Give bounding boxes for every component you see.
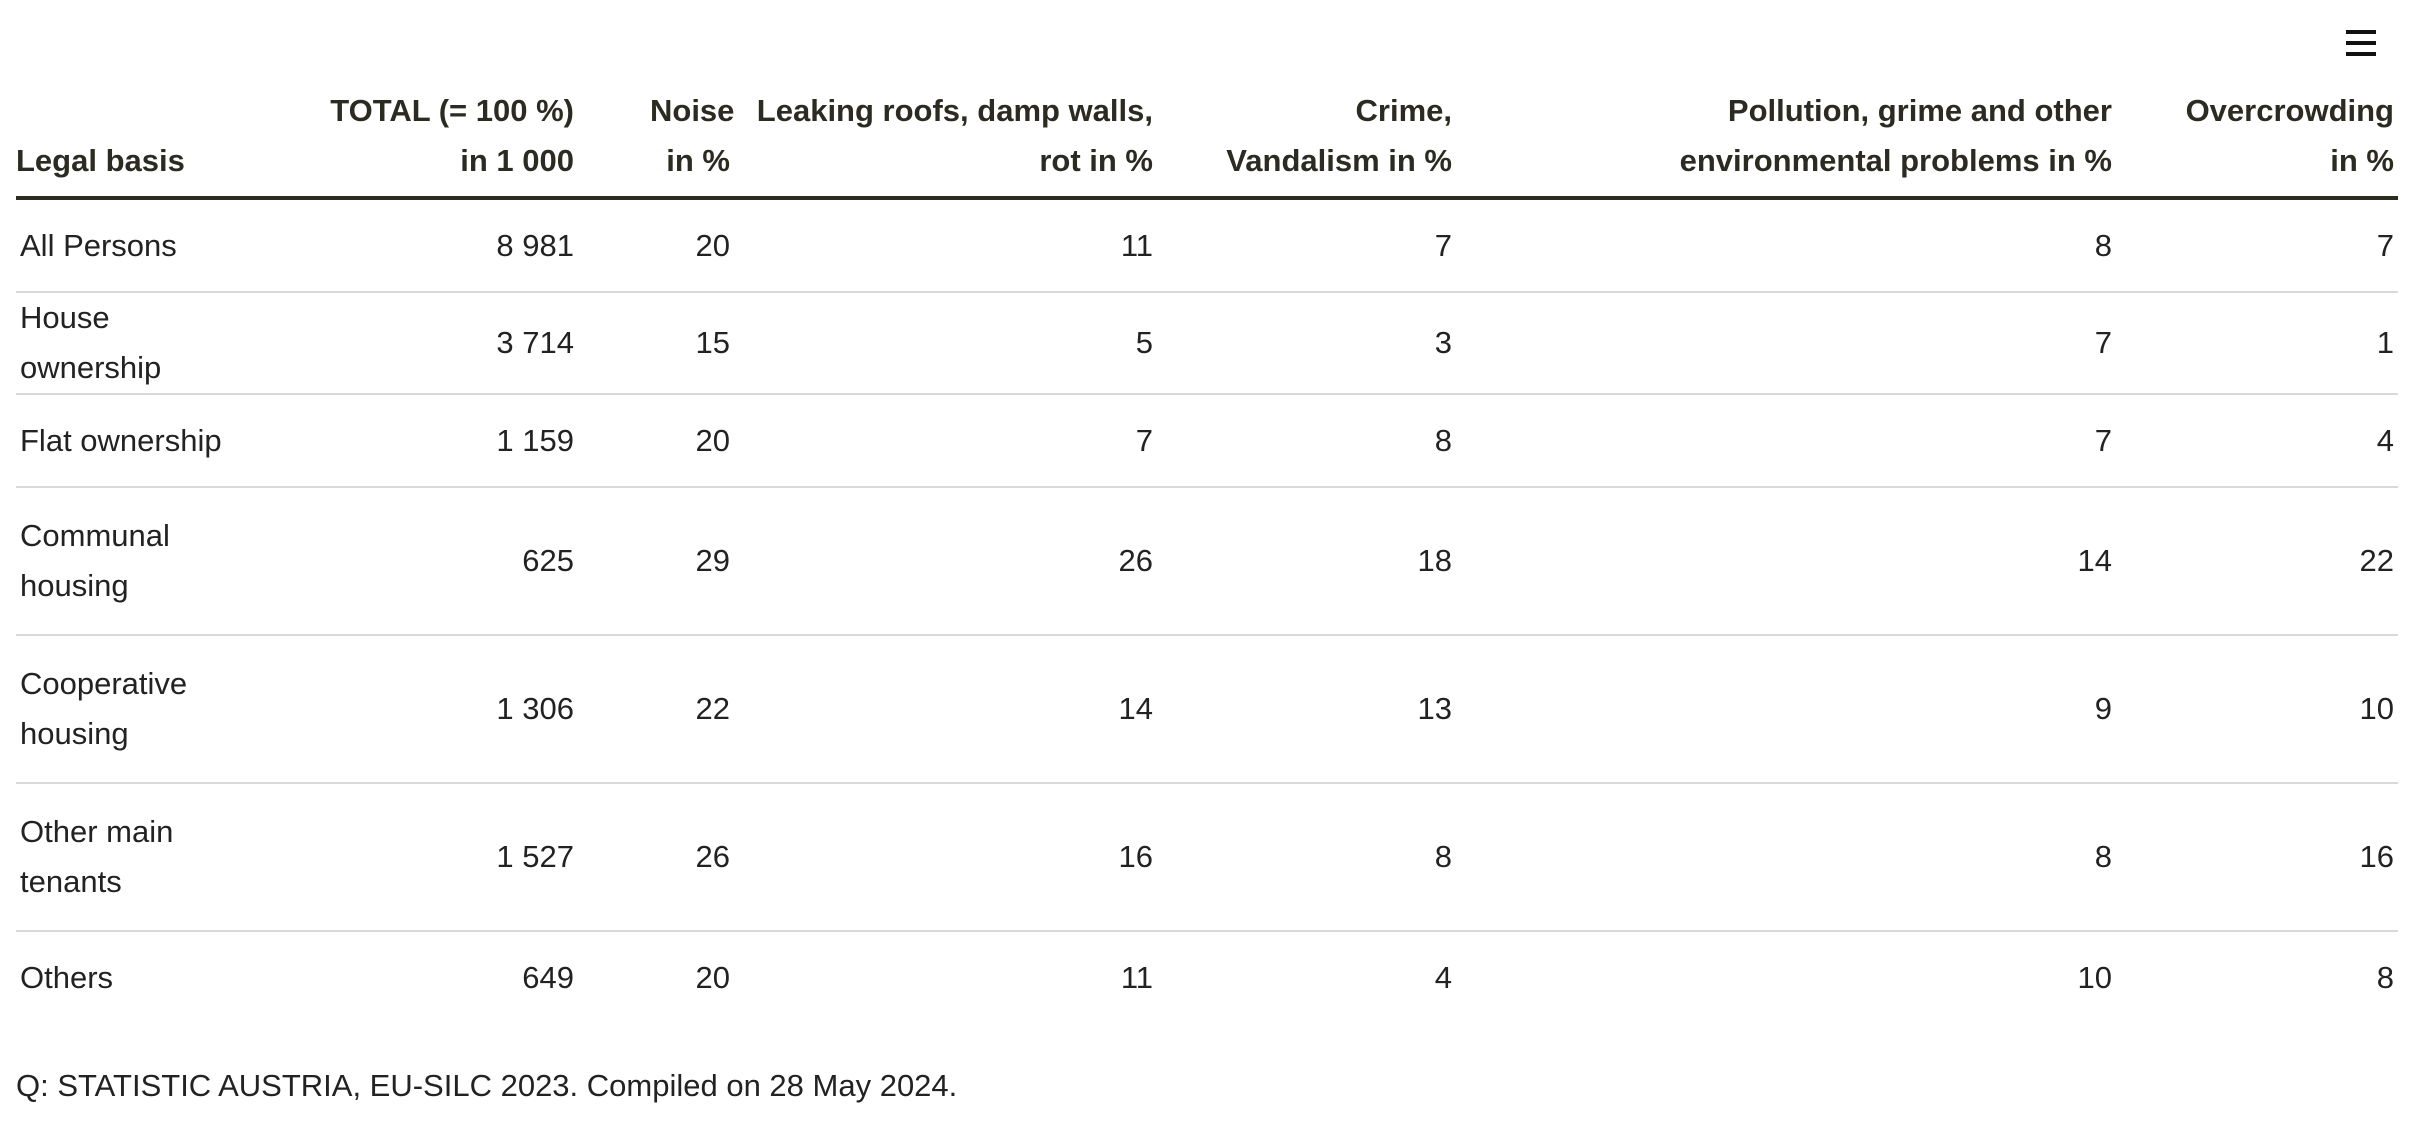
table-cell: 7 <box>730 394 1153 488</box>
menu-button[interactable] <box>2336 22 2386 64</box>
row-label: House ownership <box>16 292 278 395</box>
column-header[interactable]: Noise in % <box>574 86 734 200</box>
table-cell: 4 <box>2112 394 2398 488</box>
table-cell: 29 <box>574 487 730 636</box>
row-label-text: Cooperative housing <box>20 666 188 751</box>
column-header[interactable]: Leaking roofs, damp walls, rot in % <box>730 86 1153 200</box>
table-row: Other main tenants 1 527 26 16 8 8 16 <box>16 783 2398 932</box>
column-header[interactable]: TOTAL (= 100 %) in 1 000 <box>278 86 574 200</box>
row-label-text: Communal housing <box>20 518 170 603</box>
row-label-text: All Persons <box>20 227 177 263</box>
table-cell: 7 <box>1452 394 2112 488</box>
table-cell: 20 <box>574 394 730 488</box>
row-label-text: House ownership <box>20 300 162 385</box>
row-label-text: Flat ownership <box>20 422 222 458</box>
table-cell: 9 <box>1452 635 2112 784</box>
table-cell: 8 981 <box>278 198 574 293</box>
column-header[interactable]: Crime, Vandalism in % <box>1153 86 1452 200</box>
table-row: Flat ownership 1 159 20 7 8 7 4 <box>16 394 2398 488</box>
row-label: Flat ownership <box>16 394 278 488</box>
row-label: All Persons <box>16 198 278 293</box>
hamburger-menu-icon <box>2346 30 2376 56</box>
column-header[interactable]: Overcrowding in % <box>2112 86 2398 200</box>
table-cell: 3 <box>1153 292 1452 395</box>
row-label: Other main tenants <box>16 783 278 932</box>
table-cell: 3 714 <box>278 292 574 395</box>
table-cell: 1 306 <box>278 635 574 784</box>
table-cell: 1 <box>2112 292 2398 395</box>
table-cell: 16 <box>2112 783 2398 932</box>
row-label: Cooperative housing <box>16 635 278 784</box>
table-cell: 7 <box>2112 198 2398 293</box>
source-note: Q: STATISTIC AUSTRIA, EU-SILC 2023. Comp… <box>16 1068 958 1103</box>
row-label-text: Others <box>20 959 114 995</box>
table-cell: 22 <box>574 635 730 784</box>
column-header[interactable]: Pollution, grime and other environmental… <box>1452 86 2112 200</box>
table-cell: 625 <box>278 487 574 636</box>
table-cell: 7 <box>1153 198 1452 293</box>
row-label: Others <box>16 931 278 1023</box>
table-cell: 20 <box>695 959 730 995</box>
table-row: House ownership 3 714 15 5 3 7 1 <box>16 292 2398 395</box>
table-cell: 22 <box>2112 487 2398 636</box>
row-label: Communal housing <box>16 487 278 636</box>
table-cell: 11 <box>1120 959 1153 995</box>
table-row: Communal housing 625 29 26 18 14 22 <box>16 487 2398 636</box>
table-cell: 8 <box>1452 198 2112 293</box>
table-cell: 1 527 <box>278 783 574 932</box>
table-cell: 8 <box>1153 394 1452 488</box>
row-label-text: Other main tenants <box>20 814 174 899</box>
table-cell: 14 <box>730 635 1153 784</box>
table-cell: 10 <box>2112 635 2398 784</box>
table-cell: 8 <box>1452 783 2112 932</box>
table-row: All Persons 8 981 20 11 7 8 7 <box>16 198 2398 293</box>
table-cell: 13 <box>1153 635 1452 784</box>
table-cell: 7 <box>1452 292 2112 395</box>
table-cell: 26 <box>574 783 730 932</box>
data-table-container: Legal basis TOTAL (= 100 %) in 1 000 Noi… <box>16 86 2398 1023</box>
table-header-row: Legal basis TOTAL (= 100 %) in 1 000 Noi… <box>16 86 2398 200</box>
table-cell: 26 <box>730 487 1153 636</box>
table-cell: 14 <box>1452 487 2112 636</box>
table-row: Cooperative housing 1 306 22 14 13 9 10 <box>16 635 2398 784</box>
table-cell: 649 <box>522 959 574 995</box>
table-cell: 1 159 <box>278 394 574 488</box>
table-cell: 5 <box>730 292 1153 395</box>
table-cell: 10 <box>2077 959 2112 995</box>
table-cell: 11 <box>730 198 1153 293</box>
table-cell: 8 <box>2376 959 2394 995</box>
table-cell: 18 <box>1153 487 1452 636</box>
column-header[interactable]: Legal basis <box>16 86 278 200</box>
table-cell: 4 <box>1434 959 1452 995</box>
data-table: Legal basis TOTAL (= 100 %) in 1 000 Noi… <box>16 86 2398 1023</box>
table-row: Others 649 20 11 4 10 8 <box>16 931 2398 1023</box>
table-cell: 16 <box>730 783 1153 932</box>
table-cell: 15 <box>574 292 730 395</box>
table-cell: 8 <box>1153 783 1452 932</box>
table-cell: 20 <box>574 198 730 293</box>
